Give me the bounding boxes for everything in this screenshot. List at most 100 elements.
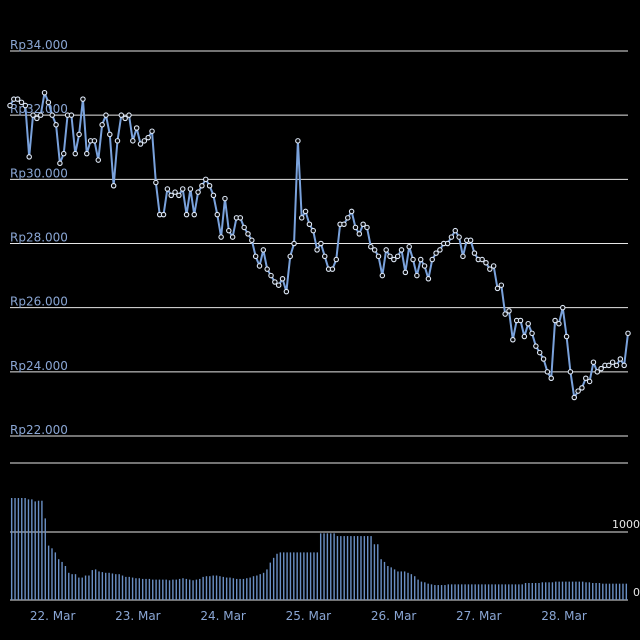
volume-bar: [94, 569, 97, 600]
price-point: [218, 234, 224, 240]
volume-bar: [622, 583, 624, 600]
volume-bar: [353, 536, 355, 600]
volume-bar: [34, 501, 36, 600]
volume-bar: [68, 572, 70, 600]
volume-bar: [534, 583, 537, 600]
price-point: [206, 183, 213, 189]
price-point: [598, 365, 604, 372]
price-point: [22, 102, 29, 109]
volume-bar: [561, 581, 564, 600]
price-point: [145, 134, 151, 141]
volume-bar: [541, 582, 544, 600]
volume-bar: [538, 583, 540, 600]
volume-bar: [219, 576, 221, 600]
price-point: [229, 234, 236, 240]
volume-bar: [511, 584, 513, 600]
price-point: [606, 362, 612, 369]
price-point: [364, 224, 370, 231]
price-point: [617, 356, 624, 362]
volume-bar: [84, 575, 87, 600]
price-point: [498, 282, 505, 288]
price-point: [417, 256, 424, 263]
volume-bar: [366, 536, 369, 600]
volume-bar: [319, 533, 322, 600]
volume-bar: [17, 498, 20, 600]
price-point: [483, 259, 489, 266]
volume-bar: [400, 571, 402, 600]
volume-bar: [461, 584, 463, 600]
volume-bar: [215, 575, 218, 600]
volume-bar: [585, 582, 587, 600]
volume-bar: [212, 575, 214, 600]
volume-bar: [377, 544, 379, 600]
volume-bar: [434, 585, 436, 600]
volume-bar: [152, 579, 154, 600]
price-point: [95, 157, 102, 163]
price-point: [195, 189, 201, 195]
volume-bar: [138, 578, 141, 600]
price-point: [57, 160, 63, 167]
volume-bar: [283, 552, 285, 600]
volume-bar: [390, 567, 392, 600]
volume-bar: [430, 584, 433, 600]
volume-bar: [605, 583, 607, 600]
volume-bar: [293, 552, 295, 600]
price-tick-label: Rp34.000: [10, 38, 68, 52]
volume-bar: [397, 571, 399, 600]
time-tick-label: 26. Mar: [371, 609, 417, 623]
price-point: [452, 227, 459, 234]
price-point: [448, 234, 455, 240]
volume-bar: [111, 573, 114, 600]
volume-bar: [588, 582, 591, 600]
volume-bar: [64, 566, 67, 600]
volume-bar: [276, 553, 278, 600]
volume-bar: [10, 498, 13, 600]
volume-bar: [91, 570, 93, 600]
volume-bar: [444, 585, 446, 600]
volume-bar: [363, 536, 366, 600]
volume-bar: [323, 533, 325, 600]
time-tick-label: 24. Mar: [200, 609, 246, 623]
price-point: [559, 304, 566, 311]
volume-bar: [303, 552, 305, 600]
price-point: [571, 394, 578, 401]
volume-bar: [185, 578, 188, 600]
volume-bar: [286, 552, 288, 600]
price-point: [383, 247, 389, 253]
volume-bar: [21, 498, 23, 600]
price-point: [291, 240, 297, 247]
price-point: [429, 256, 435, 263]
price-point: [563, 333, 570, 340]
price-point: [268, 272, 274, 279]
volume-bar: [380, 559, 382, 600]
time-tick-label: 22. Mar: [30, 609, 76, 623]
price-point: [256, 263, 263, 269]
price-point: [341, 221, 347, 228]
price-point: [613, 362, 620, 369]
price-axis-tick-labels: Rp34.000Rp32.000Rp30.000Rp28.000Rp26.000…: [10, 38, 68, 437]
volume-bar: [336, 536, 339, 600]
volume-bar: [424, 582, 426, 600]
price-point: [283, 288, 290, 295]
price-point: [314, 247, 320, 253]
volume-bar: [98, 571, 100, 600]
volume-bar: [236, 578, 238, 600]
price-point: [18, 99, 25, 106]
volume-bar: [548, 582, 550, 600]
price-point: [103, 112, 109, 118]
price-point: [471, 250, 478, 256]
price-point: [379, 272, 386, 279]
price-point: [110, 183, 117, 189]
volume-bar: [343, 536, 345, 600]
price-point: [402, 269, 409, 276]
volume-bar: [279, 552, 282, 600]
price-point: [306, 221, 313, 228]
price-point: [91, 138, 98, 144]
time-axis-tick-labels: 22. Mar 23. Mar 24. Mar 25. Mar 26. Mar 27. M…: [30, 609, 587, 623]
price-point: [517, 317, 524, 324]
volume-bar: [393, 569, 396, 600]
price-point: [333, 256, 340, 263]
volume-bar: [125, 576, 127, 600]
volume-bar: [581, 581, 584, 600]
price-point: [467, 237, 474, 244]
